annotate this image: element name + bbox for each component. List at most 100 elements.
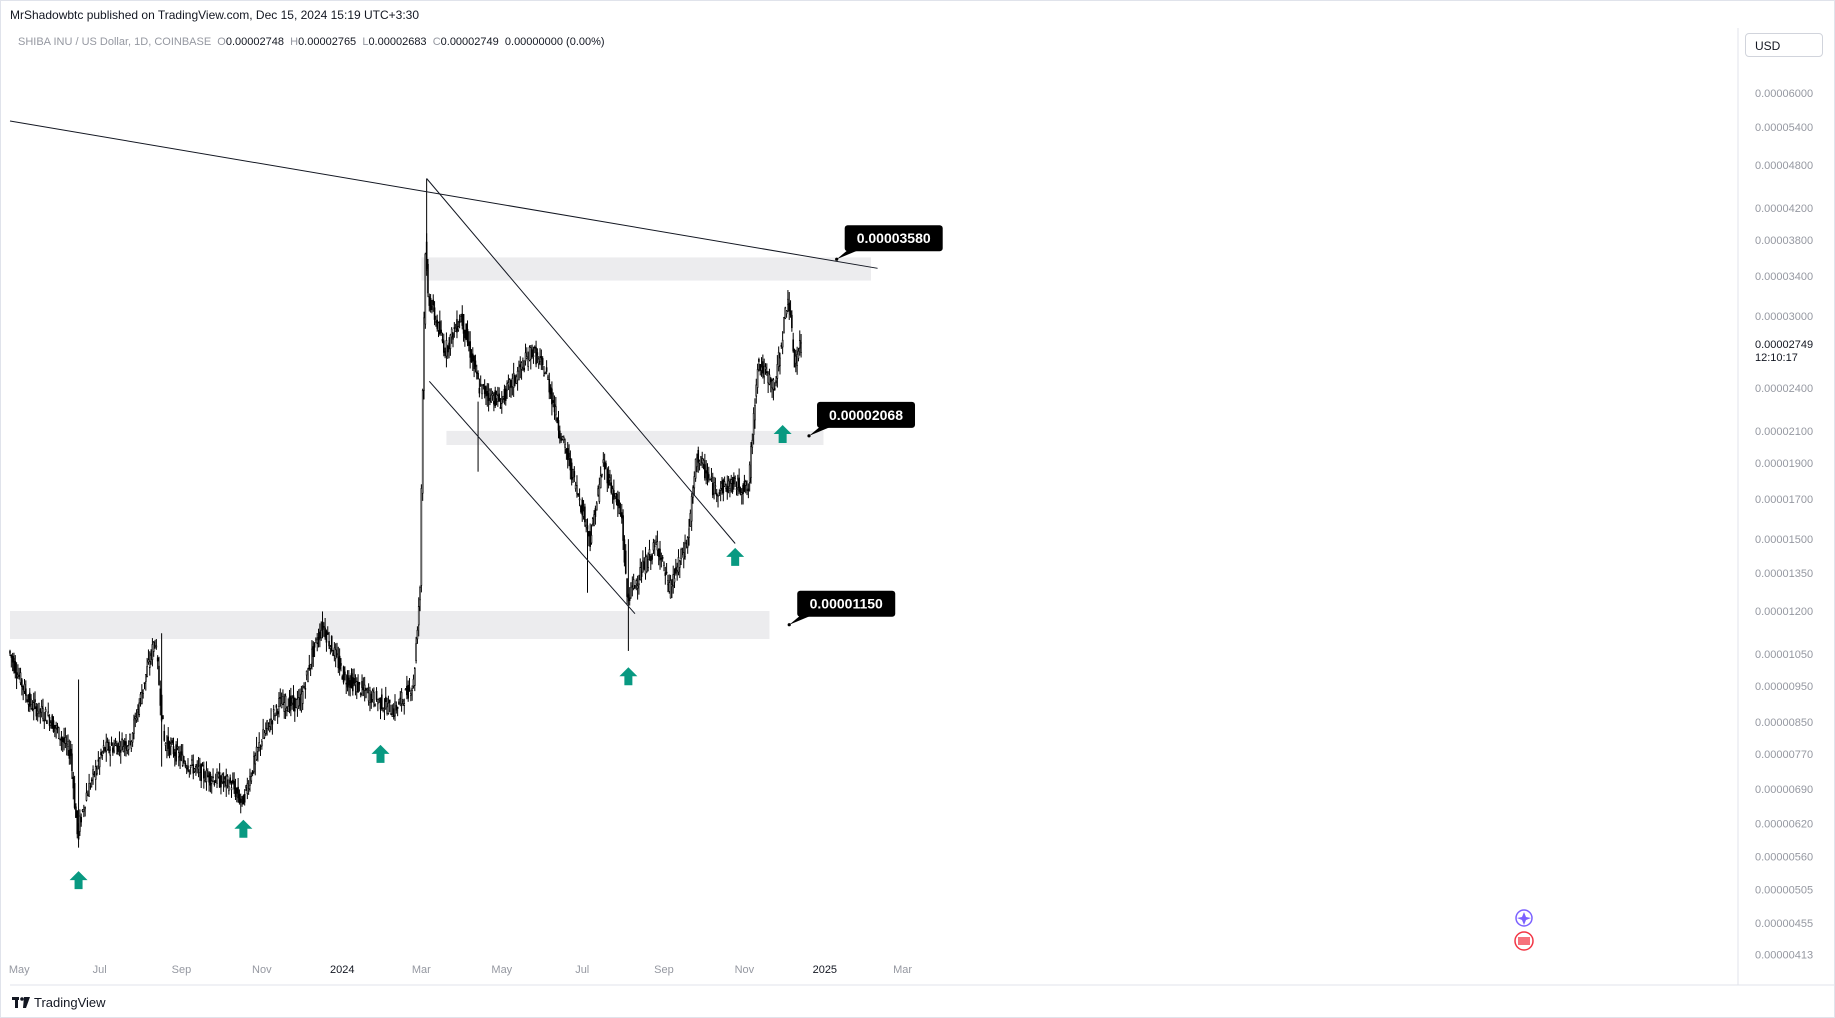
candle-body [262, 729, 264, 739]
candle-body [642, 560, 644, 573]
candle-body [21, 679, 23, 687]
candle-body [618, 500, 620, 509]
candle-body [28, 692, 31, 707]
candle-body [448, 342, 450, 350]
candle-body [756, 369, 759, 388]
candle-body [88, 783, 90, 797]
candle-body [436, 319, 438, 329]
candle-body [624, 550, 627, 574]
candle-body [439, 321, 441, 335]
candle-body [176, 746, 179, 749]
callout-label: 0.00001150 [810, 596, 883, 612]
candle-body [229, 777, 231, 784]
candle-body [705, 470, 707, 474]
candle-body [249, 775, 251, 786]
candle-body [80, 816, 82, 823]
candle-body [374, 703, 377, 707]
candle-body [154, 645, 156, 647]
candle-body [274, 714, 276, 717]
candle-body [483, 386, 486, 395]
candle-body [171, 740, 173, 744]
candle-body [478, 387, 481, 394]
price-tick-label: 0.00000455 [1755, 918, 1813, 930]
candle-body [557, 420, 560, 431]
candle-body [739, 488, 742, 493]
candle-body [81, 809, 84, 812]
candle-body [735, 488, 738, 490]
candle-body [465, 323, 468, 340]
tradingview-logo[interactable]: TradingView [12, 995, 106, 1010]
candle-body [461, 313, 464, 326]
candle-body [543, 374, 545, 377]
candle-body [84, 806, 86, 809]
candle-body [156, 657, 159, 662]
candle-body [100, 752, 102, 755]
candle-body [205, 770, 208, 782]
candle-body [151, 644, 154, 660]
candle-body [359, 693, 362, 695]
candle-body [556, 418, 558, 423]
candle-body [622, 515, 624, 541]
candle-body [137, 709, 139, 713]
candle-body [733, 476, 735, 485]
candle-body [697, 450, 700, 463]
candle-body [590, 534, 593, 544]
symbol-name[interactable]: SHIBA INU / US Dollar, 1D, COINBASE [18, 36, 212, 48]
candle-body [667, 580, 669, 586]
candle-body [700, 456, 702, 465]
candle-body [704, 464, 706, 479]
candle-body [181, 754, 184, 767]
candle-body [711, 482, 714, 496]
time-tick-label: Mar [893, 964, 912, 976]
candle-body [209, 773, 212, 786]
candle-body [358, 682, 361, 685]
candle-body [17, 674, 19, 678]
candle-body [206, 775, 209, 778]
candle-body [89, 786, 92, 788]
candle-body [195, 765, 197, 768]
candle-body [363, 684, 366, 691]
candle-body [477, 373, 479, 380]
sparkle-icon [1517, 912, 1531, 925]
candle-body [196, 763, 199, 767]
candle-body [751, 439, 754, 448]
up-arrow-icon [69, 871, 88, 890]
candle-body [760, 366, 763, 371]
candle-body [330, 636, 333, 651]
candle-body [793, 350, 796, 368]
candle-body [384, 696, 387, 703]
candle-body [501, 398, 503, 405]
candle-body [232, 779, 234, 784]
support-resistance-zone [446, 430, 824, 445]
candle-body [594, 508, 597, 517]
candle-body [626, 578, 628, 597]
candle-body [104, 747, 106, 752]
candle-body [313, 642, 316, 648]
time-tick-label: Nov [735, 964, 755, 976]
candle-body [155, 645, 158, 648]
time-tick-label: May [9, 964, 30, 976]
candle-body [14, 661, 17, 674]
callout-box [844, 225, 943, 252]
candle-body [36, 710, 39, 714]
candle-body [672, 574, 675, 587]
candle-body [383, 708, 386, 710]
price-tick-label: 0.00003400 [1755, 271, 1813, 283]
candle-body [97, 759, 100, 762]
candle-body [312, 646, 315, 657]
candle-body [458, 319, 461, 323]
candle-body [375, 690, 378, 700]
last-price-label: 0.00002749 [1755, 339, 1813, 351]
candle-body [420, 488, 423, 586]
candle-body [180, 751, 183, 755]
candle-body [337, 657, 340, 669]
candle-body [545, 367, 548, 372]
candle-body [758, 358, 760, 362]
price-tick-label: 0.00000950 [1755, 681, 1813, 693]
candle-body [479, 383, 482, 386]
candle-body [379, 697, 382, 710]
candle-body [280, 703, 283, 709]
candle-body [685, 542, 688, 545]
currency-button[interactable]: USD [1745, 33, 1823, 57]
